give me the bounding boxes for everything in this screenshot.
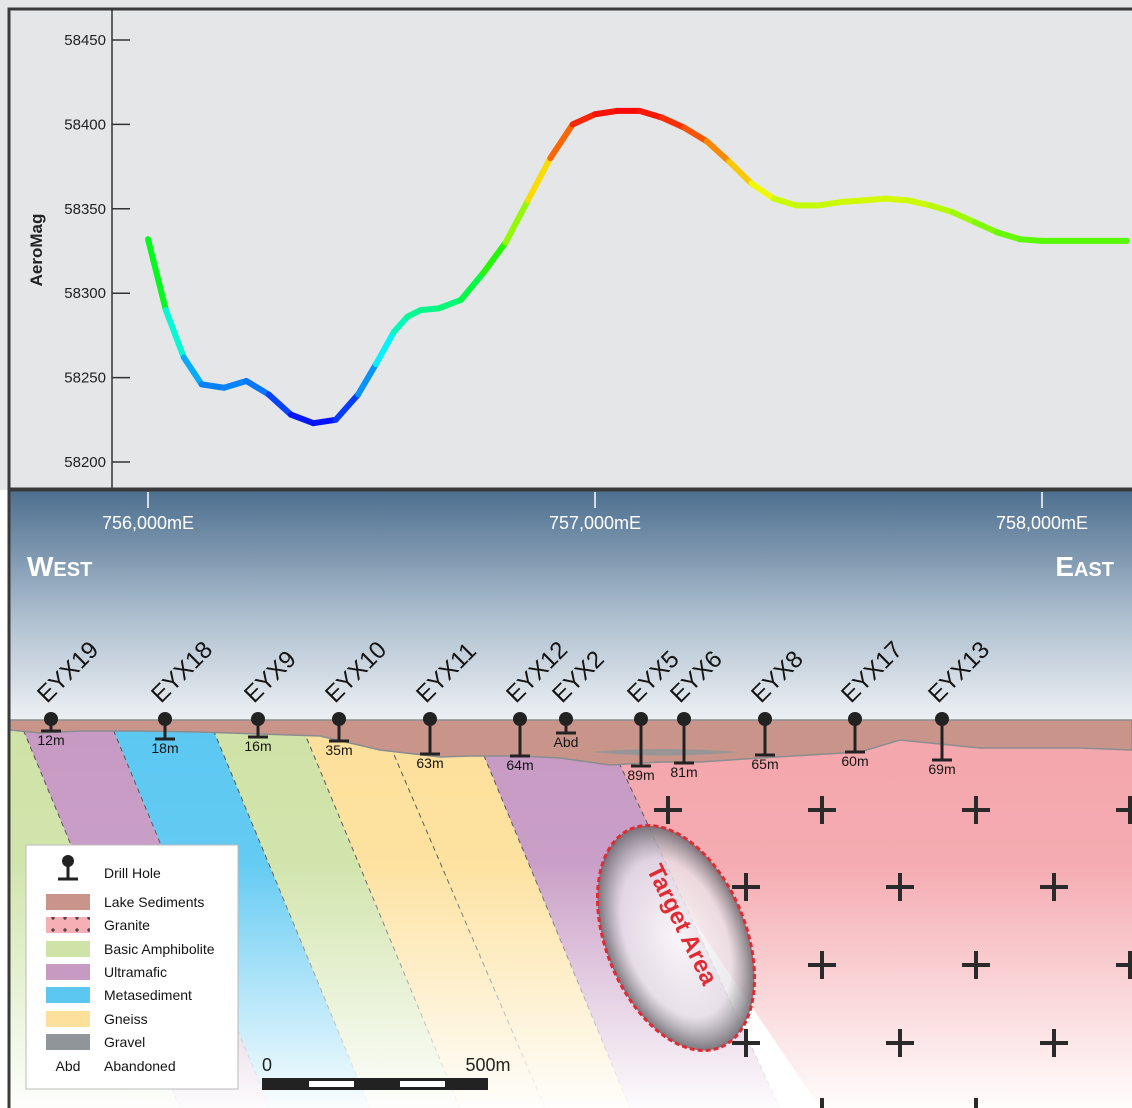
aeromag-line-segment <box>994 229 1023 243</box>
legend-label-metasediment: Metasediment <box>104 987 192 1003</box>
aeromag-line-segment <box>390 313 411 336</box>
legend-label-lake-sediments: Lake Sediments <box>104 894 204 910</box>
y-tick-label: 58300 <box>64 285 106 302</box>
y-axis-label: AeroMag <box>27 214 46 287</box>
east-label: East <box>1055 551 1114 582</box>
aeromag-line-segment <box>265 391 295 418</box>
legend-drill-hole-symbol <box>58 855 78 881</box>
aeromag-line-segment <box>502 197 531 246</box>
y-axis-ticks: 58450 58400 58350 58300 58250 58200 <box>64 32 130 471</box>
legend: Abd Drill Hole Lake Sediments Granite Ba… <box>25 844 239 1090</box>
aeromag-line-segment <box>547 121 576 162</box>
y-tick-label: 58400 <box>64 116 106 133</box>
aeromag-line-segment <box>310 416 339 427</box>
aeromag-line-segment <box>1016 236 1045 244</box>
aeromag-line-segment <box>524 155 554 204</box>
legend-gravel-swatch <box>46 1034 90 1050</box>
aeromag-line-segment <box>355 361 379 398</box>
y-tick-label: 58450 <box>64 32 106 49</box>
y-tick-label: 58350 <box>64 201 106 218</box>
legend-label-drill-hole: Drill Hole <box>104 865 161 881</box>
legend-label-ultramafic: Ultramafic <box>104 964 167 980</box>
aeromag-line-segment <box>636 107 666 121</box>
aeromag-line-segment <box>198 381 227 391</box>
aeromag-line-segment <box>243 377 272 398</box>
chart-background <box>0 0 1132 490</box>
drill-hole-depth: 18m <box>151 740 178 756</box>
legend-label-gravel: Gravel <box>104 1034 145 1050</box>
legend-granite-swatch <box>46 917 90 933</box>
aeromag-line-segment <box>770 195 800 209</box>
legend-metasediment-swatch <box>46 987 90 1003</box>
legend-label-abandoned: Abandoned <box>104 1058 176 1074</box>
aeromag-line-segment <box>145 236 169 314</box>
drill-hole-depth: 64m <box>506 757 533 773</box>
drill-hole-depth: 63m <box>416 755 443 771</box>
aeromag-line-segment <box>815 199 844 209</box>
legend-lake-sediments-swatch <box>46 894 90 910</box>
legend-label-granite: Granite <box>104 917 150 933</box>
y-tick-label: 58250 <box>64 370 106 387</box>
legend-gneiss-swatch <box>46 1011 90 1027</box>
legend-ultramafic-swatch <box>46 964 90 980</box>
legend-basic-amphibolite-swatch <box>46 941 90 957</box>
drill-hole-depth: 65m <box>751 756 778 772</box>
drill-hole-depth: 89m <box>627 767 654 783</box>
drill-hole-depth: 81m <box>670 764 697 780</box>
aeromag-line-segment <box>569 111 598 128</box>
gravel-unit <box>590 749 740 756</box>
aeromag-line-segment <box>971 219 1001 236</box>
aeromag-line-segment <box>435 296 464 312</box>
legend-label-basic-amphibolite: Basic Amphibolite <box>104 941 215 957</box>
y-tick-label: 58200 <box>64 454 106 471</box>
aeromag-line-segment <box>681 124 710 145</box>
legend-abandoned-symbol: Abd <box>56 1058 81 1074</box>
aeromag-series-line <box>145 107 1130 427</box>
aeromag-line-segment <box>904 197 934 209</box>
drill-hole-depth: 69m <box>928 761 955 777</box>
aeromag-line-segment <box>180 354 205 388</box>
easting-tick-label: 756,000mE <box>102 513 194 533</box>
aeromag-line-segment <box>882 195 911 204</box>
lake-sediments-unit <box>10 719 1132 766</box>
aeromag-line-segment <box>726 158 755 187</box>
easting-axis: 756,000mE 757,000mE 758,000mE <box>102 492 1088 533</box>
drill-hole-depth: Abd <box>554 734 579 750</box>
aeromag-line-segment <box>288 411 317 427</box>
sky <box>10 490 1132 722</box>
aeromag-line-segment <box>949 209 978 226</box>
aeromag-line-segment <box>457 269 487 303</box>
easting-tick-label: 758,000mE <box>996 513 1088 533</box>
drill-hole-depth: 12m <box>37 732 64 748</box>
granite-crosses <box>654 796 1132 1108</box>
drill-hole-depth: 60m <box>841 753 868 769</box>
aeromag-line-segment <box>927 202 956 216</box>
aeromag-line-segment <box>592 107 621 118</box>
aeromag-line-segment <box>220 377 250 391</box>
west-label: West <box>27 551 92 582</box>
scale-bar-start-label: 0 <box>262 1055 272 1075</box>
drill-hole-depth: 16m <box>244 738 271 754</box>
scale-bar: 0 500m <box>262 1055 511 1090</box>
easting-tick-label: 757,000mE <box>549 513 641 533</box>
aeromag-line-segment <box>332 391 362 423</box>
legend-label-gneiss: Gneiss <box>104 1011 148 1027</box>
aeromag-line-segment <box>372 329 397 368</box>
aeromag-line-segment <box>659 114 688 131</box>
aeromag-line-segment <box>748 180 777 202</box>
aeromag-line-segment <box>480 239 509 276</box>
aeromag-line-segment <box>703 138 733 165</box>
drill-hole-depth: 35m <box>325 742 352 758</box>
target-area: Target Area <box>595 823 757 1053</box>
scale-bar-end-label: 500m <box>465 1055 510 1075</box>
aeromag-line-segment <box>860 195 889 204</box>
aeromag-line-segment <box>837 197 867 206</box>
aeromag-line-segment <box>162 307 187 361</box>
